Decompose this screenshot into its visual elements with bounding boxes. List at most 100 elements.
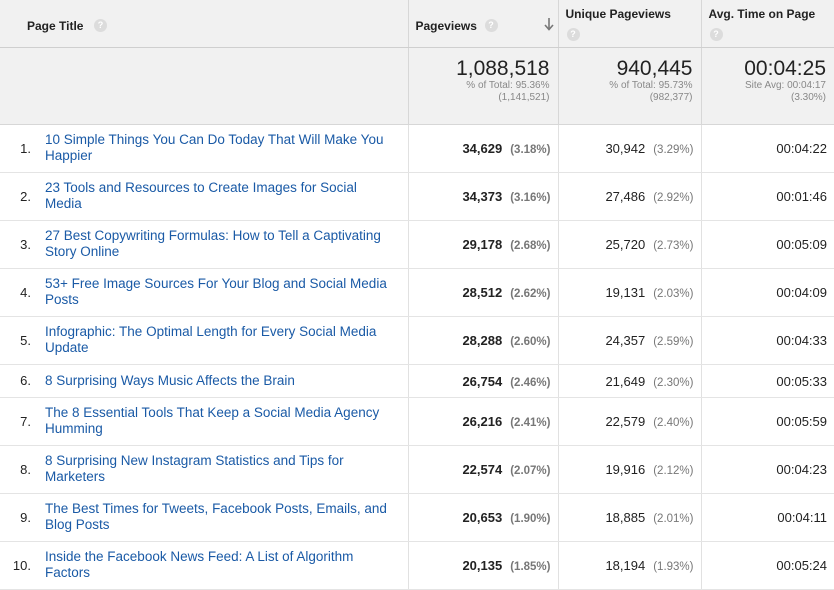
unique-pageviews-percent: (3.29%) [653, 144, 693, 156]
page-title-cell: 3. 27 Best Copywriting Formulas: How to T… [0, 221, 408, 269]
pageviews-percent: (3.18%) [510, 144, 550, 156]
unique-pageviews-percent: (2.03%) [653, 288, 693, 300]
unique-pageviews-percent: (2.01%) [653, 513, 693, 525]
page-title-link[interactable]: 53+ Free Image Sources For Your Blog and… [45, 276, 395, 308]
help-icon[interactable]: ? [710, 28, 723, 41]
avg-time-value: 00:04:23 [776, 462, 827, 477]
table-row: 5. Infographic: The Optimal Length for Ev… [0, 317, 834, 365]
avg-time-value: 00:04:22 [776, 141, 827, 156]
pageviews-percent: (2.07%) [510, 465, 550, 477]
avg-time-cell: 00:05:09 [701, 221, 834, 269]
unique-pageviews-percent: (2.30%) [653, 377, 693, 389]
totals-pageviews-total: (1,141,521) [409, 92, 558, 104]
row-number: 5. [0, 333, 31, 348]
pageviews-percent: (1.85%) [510, 561, 550, 573]
header-avg-time[interactable]: Avg. Time on Page ? [701, 0, 834, 48]
page-title-link[interactable]: 27 Best Copywriting Formulas: How to Tel… [45, 228, 395, 260]
row-number: 3. [0, 237, 31, 252]
row-number: 9. [0, 510, 31, 525]
header-pageviews-label: Pageviews [416, 19, 477, 33]
table-row: 10. Inside the Facebook News Feed: A List… [0, 542, 834, 590]
header-page-title[interactable]: Page Title ? [0, 0, 408, 48]
page-title-cell: 1. 10 Simple Things You Can Do Today That… [0, 125, 408, 173]
totals-empty-cell [0, 48, 408, 125]
unique-pageviews-cell: 18,194(1.93%) [558, 542, 701, 590]
row-number: 7. [0, 414, 31, 429]
avg-time-value: 00:05:09 [776, 237, 827, 252]
header-unique-pageviews-label: Unique Pageviews [566, 7, 671, 21]
pageviews-cell: 29,178(2.68%) [408, 221, 558, 269]
pageviews-value: 22,574 [462, 462, 502, 477]
pageviews-percent: (2.62%) [510, 288, 550, 300]
avg-time-value: 00:04:33 [776, 333, 827, 348]
table-row: 7. The 8 Essential Tools That Keep a Soci… [0, 398, 834, 446]
unique-pageviews-value: 18,194 [605, 558, 645, 573]
row-number: 2. [0, 189, 31, 204]
page-title-link[interactable]: The 8 Essential Tools That Keep a Social… [45, 405, 395, 437]
pageviews-percent: (1.90%) [510, 513, 550, 525]
help-icon[interactable]: ? [485, 19, 498, 32]
totals-pageviews-percent: % of Total: 95.36% [409, 80, 558, 92]
avg-time-cell: 00:04:22 [701, 125, 834, 173]
unique-pageviews-percent: (2.73%) [653, 240, 693, 252]
pageviews-value: 20,653 [462, 510, 502, 525]
pageviews-percent: (2.60%) [510, 336, 550, 348]
row-number: 10. [0, 558, 31, 573]
page-title-link[interactable]: The Best Times for Tweets, Facebook Post… [45, 501, 395, 533]
totals-unique: 940,445 % of Total: 95.73% (982,377) [558, 48, 701, 125]
header-unique-pageviews[interactable]: Unique Pageviews ? [558, 0, 701, 48]
pageviews-value: 34,629 [462, 141, 502, 156]
page-title-cell: 8.8 Surprising New Instagram Statistics … [0, 446, 408, 494]
totals-unique-value: 940,445 [559, 48, 701, 80]
page-title-link[interactable]: 10 Simple Things You Can Do Today That W… [45, 132, 395, 164]
unique-pageviews-value: 25,720 [605, 237, 645, 252]
avg-time-value: 00:05:59 [776, 414, 827, 429]
avg-time-cell: 00:04:11 [701, 494, 834, 542]
pageviews-value: 20,135 [462, 558, 502, 573]
page-title-cell: 5. Infographic: The Optimal Length for Ev… [0, 317, 408, 365]
unique-pageviews-percent: (2.59%) [653, 336, 693, 348]
unique-pageviews-cell: 27,486 (2.92%) [558, 173, 701, 221]
pageviews-cell: 26,754(2.46%) [408, 365, 558, 398]
avg-time-value: 00:05:24 [776, 558, 827, 573]
page-title-link[interactable]: Infographic: The Optimal Length for Ever… [45, 324, 395, 356]
page-title-link[interactable]: 23 Tools and Resources to Create Images … [45, 180, 395, 212]
pageviews-percent: (3.16%) [510, 192, 550, 204]
pageviews-value: 26,754 [462, 374, 502, 389]
avg-time-cell: 00:01:46 [701, 173, 834, 221]
pageviews-cell: 20,653 (1.90%) [408, 494, 558, 542]
pageviews-cell: 34,629 (3.18%) [408, 125, 558, 173]
unique-pageviews-percent: (2.40%) [653, 417, 693, 429]
unique-pageviews-value: 19,131 [605, 285, 645, 300]
row-number: 4. [0, 285, 31, 300]
page-title-cell: 7. The 8 Essential Tools That Keep a Soci… [0, 398, 408, 446]
page-title-link[interactable]: Inside the Facebook News Feed: A List of… [45, 549, 395, 581]
row-number: 1. [0, 141, 31, 156]
table-row: 3. 27 Best Copywriting Formulas: How to T… [0, 221, 834, 269]
avg-time-cell: 00:04:33 [701, 317, 834, 365]
table-row: 8.8 Surprising New Instagram Statistics … [0, 446, 834, 494]
unique-pageviews-value: 19,916 [605, 462, 645, 477]
page-title-link[interactable]: 8 Surprising Ways Music Affects the Brai… [45, 373, 395, 389]
unique-pageviews-percent: (2.92%) [653, 192, 693, 204]
unique-pageviews-cell: 30,942(3.29%) [558, 125, 701, 173]
header-page-title-label: Page Title [27, 19, 83, 33]
header-pageviews[interactable]: Pageviews ? [408, 0, 558, 48]
sort-descending-icon[interactable] [543, 17, 555, 31]
totals-row: 1,088,518 % of Total: 95.36% (1,141,521)… [0, 48, 834, 125]
page-title-cell: 10. Inside the Facebook News Feed: A List… [0, 542, 408, 590]
avg-time-cell: 00:05:59 [701, 398, 834, 446]
table-row: 4. 53+ Free Image Sources For Your Blog a… [0, 269, 834, 317]
table-row: 2. 23 Tools and Resources to Create Image… [0, 173, 834, 221]
help-icon[interactable]: ? [567, 28, 580, 41]
page-title-link[interactable]: 8 Surprising New Instagram Statistics an… [45, 453, 395, 485]
pageviews-cell: 28,288(2.60%) [408, 317, 558, 365]
avg-time-value: 00:04:11 [777, 510, 827, 525]
unique-pageviews-value: 27,486 [605, 189, 645, 204]
help-icon[interactable]: ? [94, 19, 107, 32]
table-row: 9. The Best Times for Tweets, Facebook Po… [0, 494, 834, 542]
totals-avg-time-value: 00:04:25 [702, 48, 834, 80]
unique-pageviews-percent: (2.12%) [653, 465, 693, 477]
page-title-cell: 9. The Best Times for Tweets, Facebook Po… [0, 494, 408, 542]
